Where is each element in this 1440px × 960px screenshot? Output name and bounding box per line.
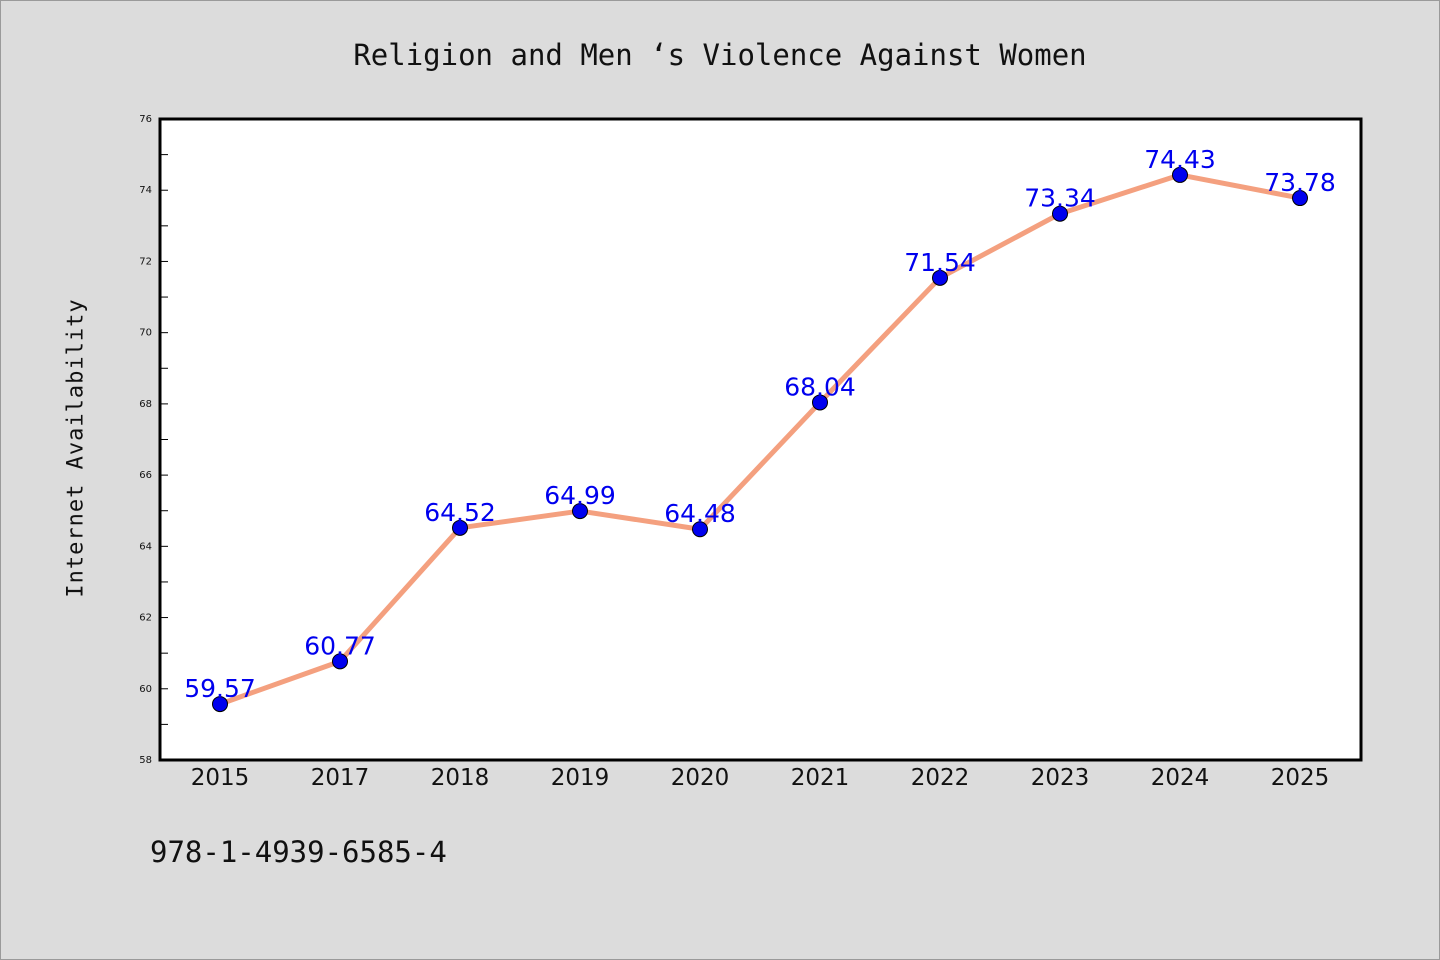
y-tick-label: 62 (139, 613, 152, 624)
data-label: 73.78 (1264, 168, 1336, 197)
chart-title: Religion and Men ‘s Violence Against Wom… (353, 38, 1087, 72)
data-label: 68.04 (784, 372, 856, 401)
data-label: 64.52 (424, 498, 496, 527)
data-point (572, 503, 588, 520)
data-point (212, 696, 228, 713)
x-tick-label: 2017 (311, 765, 370, 791)
data-point (1172, 166, 1188, 183)
data-label: 59.57 (184, 674, 256, 703)
y-tick-label: 68 (139, 399, 152, 410)
x-tick-label: 2019 (551, 765, 610, 791)
data-point (692, 521, 708, 538)
data-label: 64.99 (544, 481, 616, 510)
data-point (1052, 205, 1068, 222)
data-label: 60.77 (304, 631, 376, 660)
data-point (452, 519, 468, 536)
x-axis: 2015 2017 2018 2019 2020 2021 2022 2023 2024 2025 (191, 765, 1330, 791)
x-tick-label: 2021 (791, 765, 850, 791)
data-point (332, 653, 348, 670)
x-tick-label: 2018 (431, 765, 490, 791)
x-tick-label: 2022 (911, 765, 970, 791)
series-lines (217, 172, 1303, 707)
data-label: 73.34 (1024, 184, 1096, 213)
x-tick-label: 2024 (1151, 765, 1210, 791)
y-tick-label: 74 (139, 185, 152, 196)
data-label: 74.43 (1144, 145, 1216, 174)
x-tick-label: 2015 (191, 765, 250, 791)
data-point (932, 269, 948, 286)
data-labels: 59.57 60.77 64.52 64.99 64.48 68.04 71.54 73.34… (184, 145, 1336, 703)
y-tick-label: 60 (139, 684, 152, 695)
isbn-text: 978-1-4939-6585-4 (150, 835, 447, 869)
y-tick-label: 70 (139, 328, 152, 339)
y-tick-label: 58 (139, 755, 152, 766)
x-tick-label: 2023 (1031, 765, 1090, 791)
y-tick-label: 76 (139, 114, 152, 125)
data-markers (212, 166, 1308, 713)
data-label: 71.54 (904, 248, 976, 277)
plot-area (158, 117, 1363, 762)
data-label: 64.48 (664, 499, 736, 528)
y-axis: 58 60 62 64 66 68 70 72 74 76 (139, 114, 168, 766)
y-tick-label: 64 (139, 541, 152, 552)
y-tick-label: 66 (139, 470, 152, 481)
data-point (1292, 190, 1308, 207)
x-tick-label: 2020 (671, 765, 730, 791)
series-line (217, 172, 1303, 707)
x-tick-label: 2025 (1271, 765, 1330, 791)
data-point (812, 394, 828, 411)
y-tick-label: 72 (139, 256, 152, 267)
